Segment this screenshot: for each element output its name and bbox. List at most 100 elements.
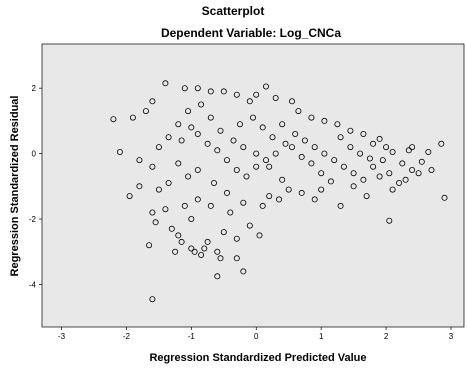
scatter-point [279, 121, 286, 128]
data-points [110, 80, 448, 303]
scatter-point [386, 170, 393, 177]
scatter-point [288, 144, 295, 151]
scatter-point [178, 238, 185, 245]
scatter-point [311, 144, 318, 151]
scatter-point [298, 189, 305, 196]
scatter-point [198, 251, 205, 258]
scatter-point [262, 157, 269, 164]
scatter-point [321, 150, 328, 157]
scatter-point [230, 137, 237, 144]
scatter-point [409, 144, 416, 151]
scatter-point [350, 170, 357, 177]
scatter-point [210, 179, 217, 186]
x-tick-label: 2 [384, 332, 389, 341]
scatter-point [405, 147, 412, 154]
scatter-point [188, 215, 195, 222]
scatter-point [207, 114, 214, 121]
scatter-point [181, 85, 188, 92]
x-tick-label: 1 [319, 332, 324, 341]
scatter-point [223, 157, 230, 164]
scatter-point [282, 140, 289, 147]
scatter-point [175, 121, 182, 128]
scatter-point [402, 176, 409, 183]
scatter-point [295, 108, 302, 115]
scatter-point [363, 193, 370, 200]
scatter-point [136, 183, 143, 190]
scatter-point [253, 163, 260, 170]
scatter-point [207, 88, 214, 95]
scatter-point [217, 255, 224, 262]
scatter-point [168, 225, 175, 232]
x-tick-label: -3 [58, 332, 66, 341]
scatter-point [259, 124, 266, 131]
scatter-point [288, 98, 295, 105]
scatter-point [370, 163, 377, 170]
scatter-point [415, 170, 422, 177]
scatter-point [389, 186, 396, 193]
scatter-point [425, 148, 432, 155]
scatter-point [285, 186, 292, 193]
scatter-point [279, 176, 286, 183]
scatter-point [292, 130, 299, 137]
scatter-point [142, 108, 149, 115]
scatter-point [178, 137, 185, 144]
scatter-point [409, 166, 416, 173]
scatter-point [269, 134, 276, 141]
scatter-point [185, 108, 192, 115]
scatter-point [347, 144, 354, 151]
scatter-point [347, 127, 354, 134]
scatter-point [185, 173, 192, 180]
scatter-point [155, 144, 162, 151]
scatter-point [220, 229, 227, 236]
scatter-point [441, 194, 448, 201]
scatter-point [149, 209, 156, 216]
scatter-point [327, 178, 334, 185]
scatter-point [110, 116, 117, 123]
chart-title: Scatterplot [202, 4, 265, 18]
scatter-point [227, 209, 234, 216]
scatter-point [249, 114, 256, 121]
scatter-point [370, 140, 377, 147]
scatter-point [233, 255, 240, 262]
scatter-point [194, 196, 201, 203]
scatter-point [383, 144, 390, 151]
scatter-point [204, 140, 211, 147]
scatter-point [214, 147, 221, 154]
scatter-point [386, 217, 393, 224]
scatter-point [240, 199, 247, 206]
x-axis-ticks: -3 -2 -1 0 1 2 3 [58, 327, 454, 341]
scatter-point [175, 160, 182, 167]
scatter-point [376, 173, 383, 180]
scatter-point [223, 189, 230, 196]
scatter-point [428, 166, 435, 173]
scatter-point [240, 144, 247, 151]
scatter-point [233, 91, 240, 98]
scatter-point [155, 186, 162, 193]
scatter-point [126, 193, 133, 200]
scatter-point [181, 202, 188, 209]
scatter-point [360, 130, 367, 137]
scatter-point [272, 150, 279, 157]
scatter-point [236, 121, 243, 128]
scatter-point [194, 85, 201, 92]
scatter-point [149, 163, 156, 170]
scatter-point [266, 193, 273, 200]
scatter-point [220, 88, 227, 95]
scatter-point [246, 98, 253, 105]
scatter-point [311, 196, 318, 203]
scatter-point [262, 83, 269, 90]
scatter-point [198, 101, 205, 108]
scatter-point [207, 202, 214, 209]
scatter-point [214, 248, 221, 255]
chart-subtitle: Dependent Variable: Log_CNCa [161, 26, 341, 40]
scatter-point [240, 268, 247, 275]
scatter-point [191, 248, 198, 255]
y-axis-title: Regression Standardized Residual [9, 96, 21, 277]
x-tick-label: 3 [449, 332, 454, 341]
scatter-point [308, 114, 315, 121]
y-tick-label: 2 [32, 84, 37, 93]
scatter-point [298, 153, 305, 160]
scatter-point [246, 222, 253, 229]
scatter-point [340, 163, 347, 170]
scatter-point [376, 135, 383, 142]
